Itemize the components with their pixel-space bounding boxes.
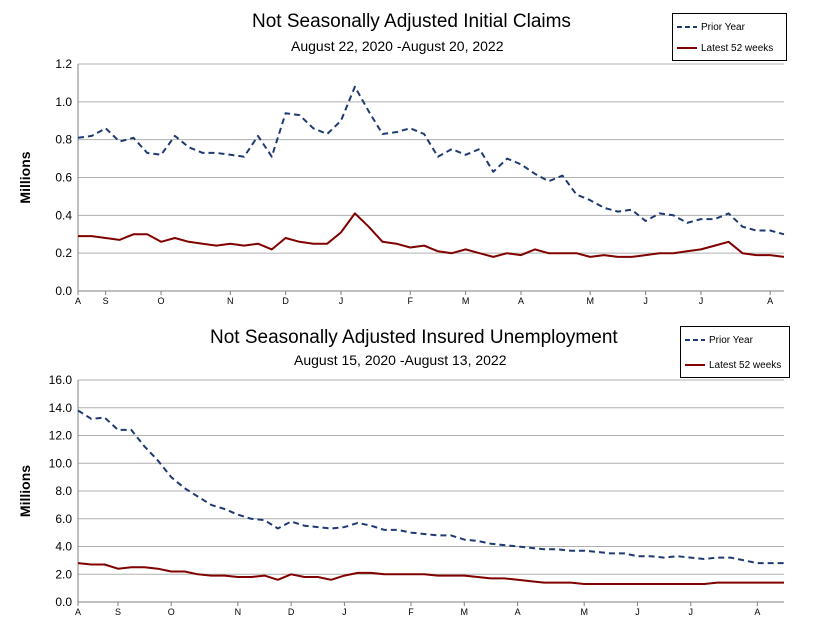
x-tick-label: A — [75, 607, 81, 617]
chart1-legend-latest: Latest 52 weeks — [673, 41, 786, 55]
y-tick-label: 0.8 — [55, 133, 72, 147]
x-tick-label: N — [227, 296, 234, 306]
dashed-line-swatch-icon — [677, 26, 697, 28]
y-tick-label: 0.0 — [55, 595, 72, 609]
y-tick-label: 6.0 — [55, 512, 72, 526]
chart2-legend-label-prior-year: Prior Year — [709, 334, 753, 346]
x-tick-label: F — [407, 296, 413, 306]
y-tick-label: 1.2 — [55, 57, 72, 71]
y-tick-label: 1.0 — [55, 95, 72, 109]
chart1-plot: 0.0 0.2 0.4 0.6 0.8 1.0 1.2 A S O N D J F M A M J J A Millio… — [17, 57, 785, 306]
x-tick-label: M — [580, 607, 588, 617]
series-line-latest-52-weeks — [78, 212, 785, 258]
chart2-subtitle: August 15, 2020 ‑August 13, 2022 — [294, 352, 507, 368]
y-tick-label: 8.0 — [55, 484, 72, 498]
y-tick-label: 14.0 — [49, 401, 73, 415]
chart2-legend-label-latest: Latest 52 weeks — [709, 359, 782, 371]
chart1-title: Not Seasonally Adjusted Initial Claims — [252, 11, 571, 32]
x-tick-label: S — [115, 607, 121, 617]
x-tick-label: A — [767, 296, 773, 306]
x-tick-label: J — [699, 296, 704, 306]
chart2-legend: Prior Year Latest 52 weeks — [680, 326, 790, 378]
x-tick-label: O — [168, 607, 175, 617]
x-tick-label: D — [288, 607, 295, 617]
x-tick-label: J — [689, 607, 694, 617]
chart1-legend-label-prior-year: Prior Year — [701, 21, 745, 33]
y-tick-label: 0.4 — [55, 208, 72, 222]
solid-line-swatch-icon — [685, 364, 705, 366]
series-line-latest-52-weeks — [77, 562, 784, 585]
solid-line-swatch-icon — [677, 47, 697, 49]
y-tick-label: 2.0 — [55, 567, 72, 581]
x-tick-label: M — [586, 296, 594, 306]
x-tick-label: J — [635, 607, 640, 617]
y-tick-label: 0.2 — [55, 246, 72, 260]
x-tick-label: M — [461, 607, 469, 617]
x-tick-label: F — [408, 607, 414, 617]
y-tick-label: 12.0 — [49, 429, 73, 443]
y-tick-label: 10.0 — [49, 456, 73, 470]
chart1-legend-prior-year: Prior Year — [673, 20, 786, 34]
x-tick-label: A — [75, 296, 81, 306]
chart1-legend: Prior Year Latest 52 weeks — [672, 13, 787, 61]
x-tick-label: D — [282, 296, 289, 306]
chart1-legend-label-latest: Latest 52 weeks — [701, 42, 774, 54]
y-tick-label: 4.0 — [55, 540, 72, 554]
y-tick-label: 16.0 — [49, 373, 73, 387]
x-tick-label: J — [643, 296, 648, 306]
x-tick-label: J — [342, 607, 347, 617]
x-tick-label: S — [103, 296, 109, 306]
series-line-prior-year — [77, 409, 784, 565]
y-tick-label: 0.6 — [55, 171, 72, 185]
x-tick-label: A — [515, 607, 521, 617]
x-tick-label: J — [339, 296, 344, 306]
x-tick-label: N — [235, 607, 242, 617]
y-tick-label: 0.0 — [55, 284, 72, 298]
chart1-subtitle: August 22, 2020 ‑August 20, 2022 — [291, 38, 504, 54]
x-tick-label: M — [462, 296, 470, 306]
chart2-title: Not Seasonally Adjusted Insured Unemploy… — [210, 327, 618, 348]
x-tick-label: O — [158, 296, 165, 306]
x-tick-label: A — [754, 607, 760, 617]
y-axis-label: Millions — [17, 465, 33, 517]
chart2-legend-latest: Latest 52 weeks — [681, 358, 789, 372]
y-axis-label: Millions — [17, 151, 33, 203]
chart2-legend-prior-year: Prior Year — [681, 333, 789, 347]
dashed-line-swatch-icon — [685, 339, 705, 341]
x-tick-label: A — [518, 296, 524, 306]
